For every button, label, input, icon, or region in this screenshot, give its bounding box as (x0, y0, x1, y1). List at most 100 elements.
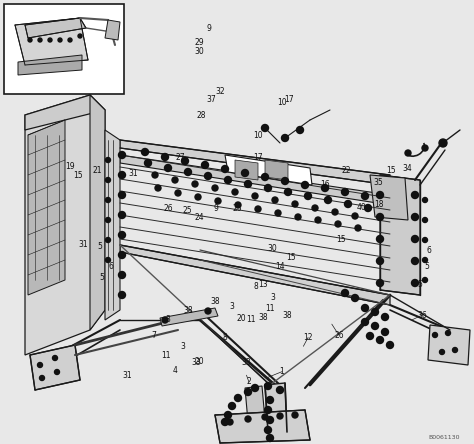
Text: 40: 40 (356, 203, 366, 212)
Circle shape (382, 313, 389, 321)
Circle shape (172, 177, 178, 183)
Text: 14: 14 (275, 262, 284, 271)
Text: 20: 20 (237, 314, 246, 323)
Text: 9: 9 (213, 204, 218, 213)
Circle shape (405, 150, 411, 156)
Circle shape (37, 362, 43, 368)
Text: 5: 5 (97, 242, 102, 251)
Text: 3: 3 (270, 293, 275, 302)
Circle shape (78, 34, 82, 38)
Circle shape (68, 38, 72, 42)
Circle shape (262, 124, 268, 131)
Circle shape (275, 210, 281, 216)
Polygon shape (25, 18, 86, 38)
Polygon shape (225, 155, 312, 185)
Circle shape (439, 349, 445, 354)
Circle shape (38, 38, 42, 42)
Polygon shape (265, 160, 288, 180)
Circle shape (422, 238, 428, 242)
Text: 11: 11 (246, 315, 256, 324)
Circle shape (164, 164, 172, 171)
Bar (4, 4, 124, 94)
Circle shape (277, 413, 283, 419)
Text: 5: 5 (424, 262, 429, 271)
Circle shape (225, 412, 231, 419)
Circle shape (341, 189, 348, 195)
Circle shape (227, 419, 233, 425)
Text: 35: 35 (374, 178, 383, 186)
Circle shape (325, 197, 331, 203)
Polygon shape (15, 18, 88, 65)
Text: 13: 13 (258, 280, 268, 289)
Circle shape (241, 170, 248, 177)
Circle shape (145, 159, 152, 166)
Circle shape (453, 348, 457, 353)
Circle shape (53, 356, 57, 361)
Circle shape (282, 135, 289, 142)
Circle shape (422, 258, 428, 262)
Circle shape (106, 178, 110, 182)
Circle shape (221, 419, 228, 425)
Polygon shape (428, 325, 470, 365)
Text: 25: 25 (182, 206, 192, 215)
Circle shape (155, 185, 161, 191)
Circle shape (376, 235, 383, 242)
Circle shape (118, 211, 126, 218)
Circle shape (118, 271, 126, 278)
Text: 15: 15 (386, 166, 396, 175)
Text: B0061130: B0061130 (428, 435, 460, 440)
Circle shape (48, 38, 52, 42)
Text: 9: 9 (206, 24, 211, 33)
Polygon shape (380, 175, 420, 295)
Circle shape (411, 191, 419, 198)
Text: 6: 6 (427, 246, 431, 255)
Polygon shape (90, 95, 105, 330)
Text: 28: 28 (197, 111, 206, 120)
Text: 3: 3 (230, 302, 235, 311)
Circle shape (255, 206, 261, 212)
Text: 3: 3 (180, 342, 185, 351)
Circle shape (292, 201, 298, 207)
Circle shape (284, 189, 292, 195)
Polygon shape (28, 120, 65, 295)
Circle shape (422, 145, 428, 151)
Text: 33: 33 (242, 358, 251, 367)
Circle shape (276, 386, 283, 393)
Circle shape (272, 197, 278, 203)
Circle shape (282, 178, 289, 185)
Circle shape (376, 258, 383, 265)
Text: 3: 3 (166, 315, 171, 324)
Text: 21: 21 (92, 166, 102, 175)
Circle shape (411, 258, 419, 265)
Circle shape (162, 154, 168, 160)
Circle shape (235, 202, 241, 208)
Circle shape (304, 193, 311, 199)
Text: 5: 5 (100, 273, 104, 282)
Text: 26: 26 (334, 331, 344, 340)
Text: 30: 30 (268, 244, 277, 253)
Circle shape (221, 166, 228, 173)
Text: 36: 36 (417, 311, 427, 320)
Text: 30: 30 (194, 47, 204, 56)
Text: 16: 16 (320, 180, 329, 189)
Circle shape (439, 139, 447, 147)
Polygon shape (25, 95, 105, 355)
Circle shape (39, 376, 45, 381)
Text: 24: 24 (194, 213, 204, 222)
Polygon shape (120, 140, 390, 185)
Circle shape (335, 221, 341, 227)
Circle shape (192, 181, 198, 187)
Polygon shape (235, 160, 258, 180)
Circle shape (264, 427, 272, 433)
Text: 8: 8 (254, 282, 258, 291)
Circle shape (118, 292, 126, 298)
Text: 38: 38 (211, 297, 220, 306)
Circle shape (411, 214, 419, 221)
Text: 4: 4 (173, 366, 178, 375)
Circle shape (266, 416, 273, 424)
Circle shape (184, 169, 191, 175)
Text: 22: 22 (341, 166, 351, 175)
Circle shape (245, 181, 252, 187)
Text: 15: 15 (73, 171, 83, 180)
Circle shape (422, 198, 428, 202)
